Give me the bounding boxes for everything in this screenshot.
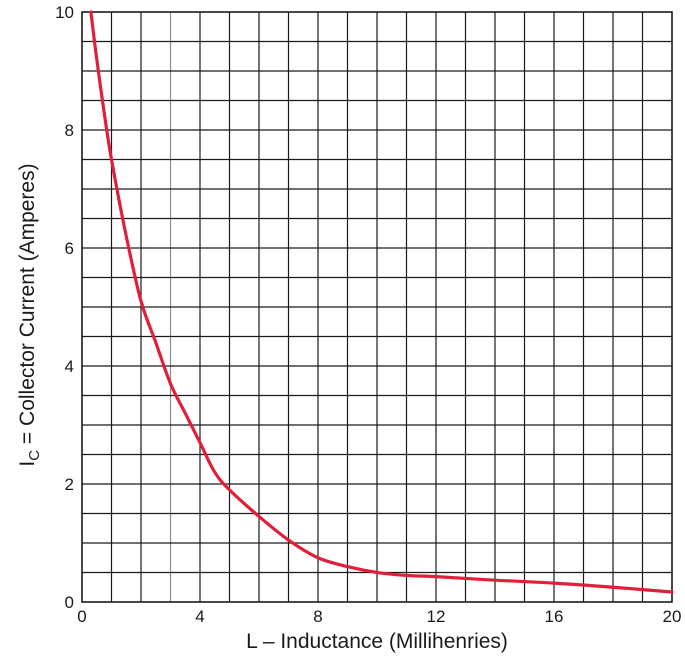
series-curves — [89, 10, 674, 594]
y-axis-title-prefix: I — [16, 461, 39, 467]
grid — [82, 12, 672, 602]
x-tick-label: 16 — [545, 607, 564, 626]
y-axis-title-rest: = Collector Current (Amperes) — [16, 163, 39, 450]
y-tick-label: 0 — [65, 593, 74, 612]
x-tick-label: 20 — [663, 607, 682, 626]
y-tick-label: 4 — [65, 357, 74, 376]
x-tick-label: 0 — [77, 607, 86, 626]
x-tick-label: 4 — [195, 607, 204, 626]
y-tick-label: 6 — [65, 239, 74, 258]
y-tick-label: 10 — [55, 3, 74, 22]
y-axis-title: IC = Collector Current (Amperes) — [16, 163, 43, 466]
x-axis-title: L – Inductance (Millihenries) — [246, 630, 508, 653]
y-tick-label: 8 — [65, 121, 74, 140]
series-line — [89, 10, 674, 594]
x-tick-label: 8 — [313, 607, 322, 626]
y-axis-title-subscript: C — [26, 450, 43, 461]
plot-frame — [81, 11, 673, 603]
x-tick-label: 12 — [427, 607, 446, 626]
y-tick-labels: 0 2 4 6 8 10 — [55, 3, 74, 612]
y-tick-label: 2 — [65, 475, 74, 494]
x-tick-labels: 0 4 8 12 16 20 — [77, 607, 681, 626]
